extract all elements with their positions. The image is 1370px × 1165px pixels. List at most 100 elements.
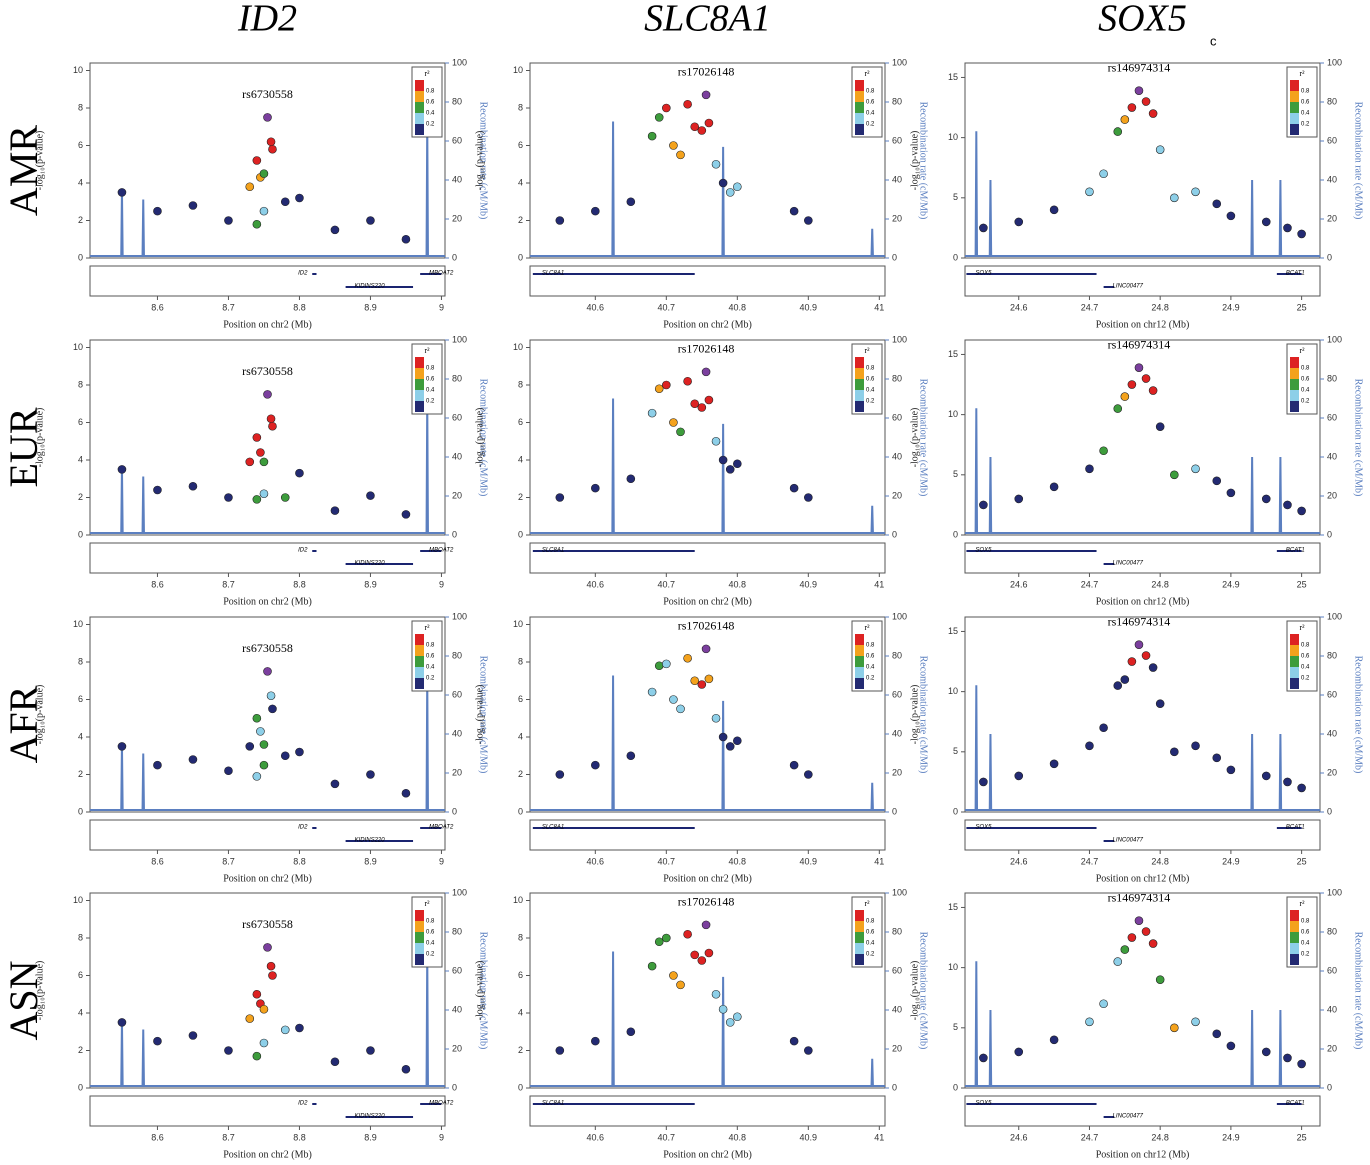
legend-swatch: [1290, 910, 1299, 921]
snp-point: [280, 751, 290, 761]
y2-tick-label: 100: [1327, 887, 1342, 897]
snp-point: [1226, 488, 1236, 498]
snp-point: [789, 1036, 799, 1046]
x-axis-label: Position on chr2 (Mb): [663, 319, 752, 330]
legend-swatch: [415, 390, 424, 401]
snp-point: [295, 468, 304, 478]
snp-point: [252, 433, 262, 442]
snp-point: [280, 1025, 290, 1035]
y-tick-label: 0: [78, 1082, 83, 1092]
plot-frame: [529, 339, 886, 536]
snp-point: [1148, 939, 1158, 948]
legend-tick: 0.6: [426, 100, 435, 106]
y-tick-label: 0: [78, 529, 83, 539]
x-axis-label: Position on chr2 (Mb): [663, 596, 752, 607]
x-tick-label: 24.8: [1151, 302, 1169, 312]
snp-point: [1261, 1047, 1271, 1057]
y2-tick-label: 0: [892, 1082, 897, 1092]
snp-point: [697, 403, 707, 412]
legend-swatch: [1290, 368, 1299, 379]
snp-point: [1261, 771, 1271, 781]
snp-point: [1170, 470, 1179, 480]
legend-swatch: [855, 954, 864, 965]
snp-point: [1212, 753, 1222, 763]
snp-point: [591, 760, 600, 770]
y2-tick-label: 40: [1327, 728, 1337, 738]
snp-point: [725, 1018, 735, 1027]
snp-point: [676, 427, 685, 437]
y2-tick-label: 0: [892, 529, 897, 539]
x-tick-label: 9: [439, 302, 444, 312]
x-tick-label: 24.9: [1222, 1132, 1240, 1142]
y2-tick-label: 20: [452, 767, 462, 777]
y-tick-label: 2: [518, 215, 523, 225]
snp-point: [1141, 651, 1151, 660]
legend-swatch: [415, 91, 424, 102]
y-tick-label: 2: [78, 215, 83, 225]
y2-tick-label: 40: [1327, 174, 1337, 184]
snp-point: [259, 489, 269, 499]
x-tick-label: 9: [439, 579, 444, 589]
x-axis-label: Position on chr2 (Mb): [223, 873, 312, 884]
lead-snp-label: rs17026148: [678, 619, 735, 633]
gene-track: [89, 542, 446, 574]
y2-tick-label: 20: [452, 490, 462, 500]
x-tick-label: 41: [874, 1132, 884, 1142]
lead-snp: [1134, 916, 1144, 925]
snp-point: [718, 1004, 728, 1014]
plot-frame: [529, 616, 886, 813]
legend-tick: 0.4: [426, 941, 435, 947]
legend-swatch: [415, 80, 424, 91]
y-tick-label: 5: [953, 746, 958, 756]
legend-swatch: [1290, 357, 1299, 368]
legend-tick: 0.2: [426, 122, 435, 128]
snp-point: [555, 493, 565, 502]
snp-point: [1191, 1017, 1200, 1027]
legend-title: r²: [1299, 899, 1305, 908]
snp-point: [330, 506, 340, 515]
x-tick-label: 40.7: [658, 1132, 676, 1142]
recombination-line: [90, 675, 445, 812]
legend-swatch: [855, 678, 864, 689]
snp-point: [117, 742, 127, 751]
legend-swatch: [415, 379, 424, 390]
y2-tick-label: 20: [452, 213, 462, 223]
legend-swatch: [415, 102, 424, 113]
snp-point: [626, 751, 636, 761]
x-tick-label: 40.8: [729, 1132, 747, 1142]
plot-frame: [964, 616, 1321, 813]
plot-frame: [89, 892, 446, 1089]
snp-point: [626, 474, 636, 484]
legend-swatch: [1290, 678, 1299, 689]
legend-swatch: [415, 113, 424, 124]
snp-point: [669, 971, 678, 980]
snp-point: [259, 169, 269, 178]
gene-track: [529, 1095, 886, 1127]
y-tick-label: 10: [513, 342, 523, 352]
gene-label: BCAT1: [1286, 825, 1305, 831]
snp-point: [245, 457, 255, 467]
x-tick-label: 24.9: [1222, 579, 1240, 589]
y-tick-label: 10: [513, 65, 523, 75]
legend-swatch: [415, 656, 424, 667]
snp-point: [789, 483, 799, 493]
snp-point: [1212, 199, 1222, 209]
y-tick-label: 8: [518, 656, 523, 666]
legend-title: r²: [864, 69, 870, 78]
snp-point: [1297, 506, 1306, 516]
y-tick-label: 4: [518, 454, 523, 464]
y2-tick-label: 40: [892, 728, 902, 738]
y-tick-label: 10: [948, 962, 958, 972]
x-tick-label: 8.6: [151, 1132, 164, 1142]
snp-point: [725, 465, 735, 474]
snp-point: [188, 201, 198, 210]
y2-tick-label: 0: [1327, 529, 1332, 539]
legend-swatch: [415, 678, 424, 689]
legend-swatch: [855, 91, 864, 102]
legend-title: r²: [864, 346, 870, 355]
y2-tick-label: 0: [452, 252, 457, 262]
x-tick-label: 40.6: [587, 1132, 605, 1142]
snp-point: [259, 740, 269, 749]
x-tick-label: 25: [1297, 856, 1307, 866]
snp-point: [252, 219, 262, 229]
